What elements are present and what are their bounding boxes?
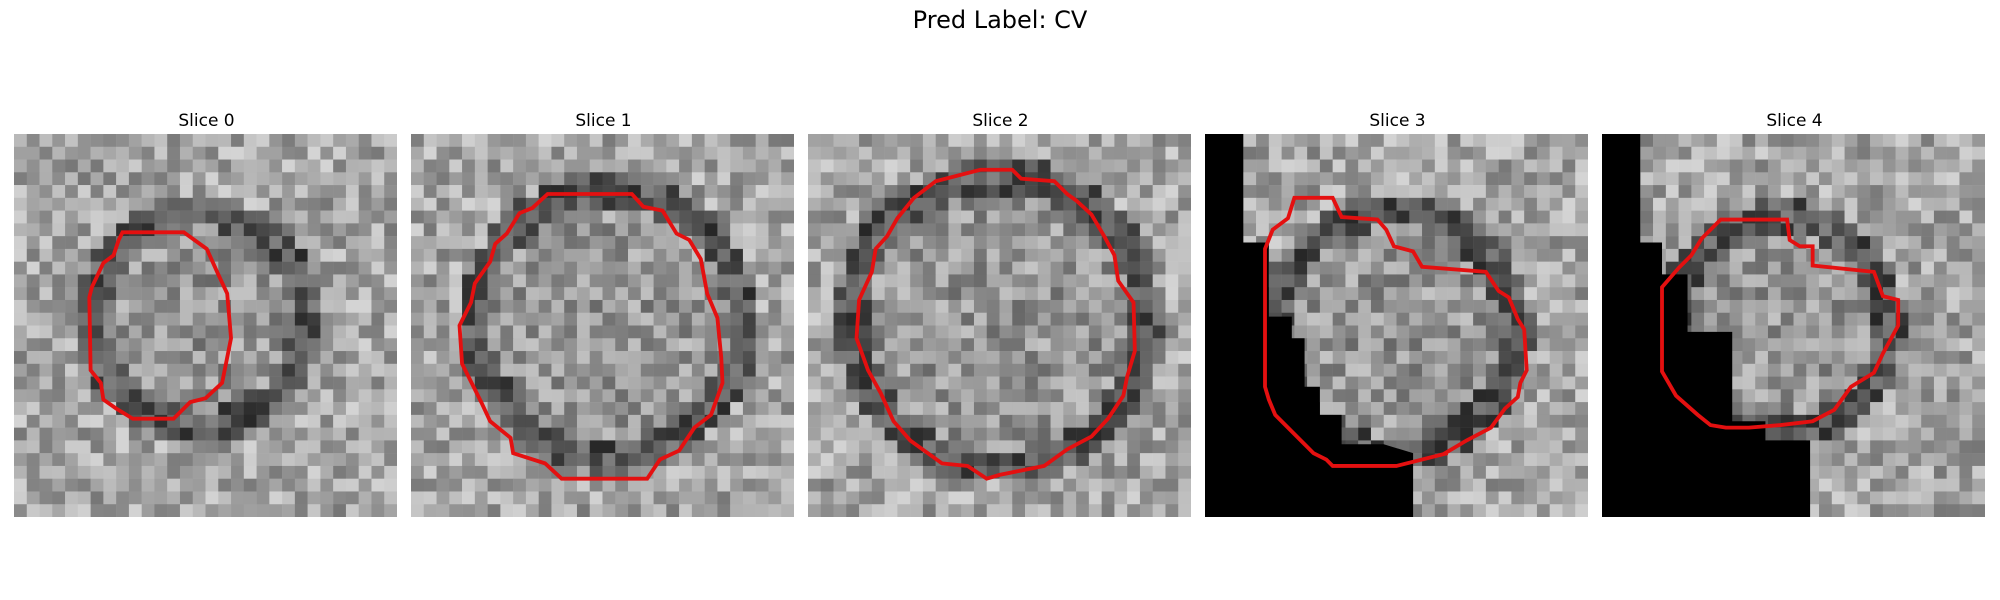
slice-panel-2: Slice 2 (808, 108, 1193, 517)
grayscale-pixels (411, 134, 794, 517)
slice-image-3 (1205, 134, 1588, 517)
slice-title-1: Slice 1 (575, 111, 632, 131)
black-mask-region (1602, 134, 1811, 517)
grayscale-pixels (14, 134, 397, 517)
black-mask-region (1205, 134, 1414, 517)
slice-title-3: Slice 3 (1369, 111, 1426, 131)
figure-title: Pred Label: CV (912, 6, 1088, 34)
slice-image-4 (1602, 134, 1985, 517)
contour-outline (1263, 195, 1529, 468)
grayscale-pixels (808, 134, 1191, 517)
slice-panel-0: Slice 0 (14, 108, 399, 517)
slice-image-2 (808, 134, 1191, 517)
slice-title-4: Slice 4 (1766, 111, 1823, 131)
slice-panel-3: Slice 3 (1205, 108, 1590, 517)
slice-panel-1: Slice 1 (411, 108, 796, 517)
contour-outline (1660, 217, 1901, 430)
slice-image-0 (14, 134, 397, 517)
slice-title-2: Slice 2 (972, 111, 1029, 131)
slice-panel-4: Slice 4 (1602, 108, 1987, 517)
contour-outline (87, 230, 233, 421)
slice-title-0: Slice 0 (178, 111, 235, 131)
slice-image-1 (411, 134, 794, 517)
contour-outline (854, 167, 1137, 481)
contour-outline (457, 192, 725, 481)
